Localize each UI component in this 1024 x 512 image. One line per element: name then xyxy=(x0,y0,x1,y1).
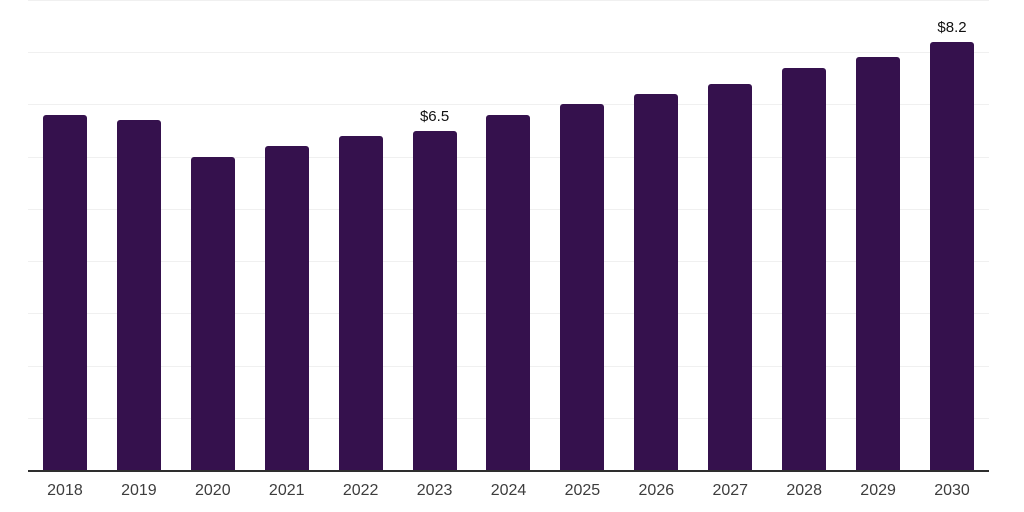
x-tick-2024: 2024 xyxy=(490,482,527,499)
plot-area: $6.5 $8.2 xyxy=(28,0,989,470)
bars-row: $6.5 $8.2 xyxy=(28,0,989,470)
bar-2019 xyxy=(116,120,161,470)
x-tick-2021: 2021 xyxy=(268,482,305,499)
x-tick-2018: 2018 xyxy=(47,482,83,499)
bar-slot-2019 xyxy=(102,0,176,470)
bar-slot-2023: $6.5 xyxy=(398,0,472,470)
bar-2022 xyxy=(338,135,383,470)
bar-2018 xyxy=(42,114,87,470)
bar-slot-2030: $8.2 xyxy=(915,0,989,470)
bar-2026 xyxy=(634,94,679,470)
bar-2028 xyxy=(782,67,827,470)
x-tick-2028: 2028 xyxy=(786,482,822,499)
x-tick-2020: 2020 xyxy=(195,482,231,499)
bar-slot-2027 xyxy=(693,0,767,470)
bar-slot-2018 xyxy=(28,0,102,470)
bar-2023 xyxy=(412,130,457,470)
x-tick-2029: 2029 xyxy=(860,482,896,499)
x-axis-line xyxy=(28,470,989,472)
x-tick-2022: 2022 xyxy=(342,482,379,499)
value-label-2023: $6.5 xyxy=(419,107,450,125)
bar-2021 xyxy=(264,146,309,470)
value-label-2030: $8.2 xyxy=(937,18,967,36)
bar-2030 xyxy=(930,41,975,470)
bar-2027 xyxy=(708,83,753,470)
bar-slot-2022 xyxy=(324,0,398,470)
x-tick-2025: 2025 xyxy=(564,482,601,499)
gridline-9 xyxy=(28,0,989,1)
bar-2024 xyxy=(486,114,531,470)
bar-slot-2029 xyxy=(841,0,915,470)
x-tick-2019: 2019 xyxy=(121,482,157,499)
bar-slot-2028 xyxy=(767,0,841,470)
bar-slot-2025 xyxy=(545,0,619,470)
bar-slot-2024 xyxy=(472,0,546,470)
gridline-7 xyxy=(28,104,989,106)
x-tick-2026: 2026 xyxy=(638,482,675,499)
bar-2029 xyxy=(856,57,901,470)
x-tick-2030: 2030 xyxy=(934,482,970,499)
bar-slot-2021 xyxy=(250,0,324,470)
x-tick-2027: 2027 xyxy=(712,482,749,499)
bar-slot-2026 xyxy=(619,0,693,470)
bar-2025 xyxy=(560,104,605,470)
x-tick-2023: 2023 xyxy=(416,482,453,499)
bar-slot-2020 xyxy=(176,0,250,470)
gridline-8 xyxy=(28,52,989,54)
x-axis-labels: 2018 2019 2020 2021 2022 2023 2024 2025 2026 2027… xyxy=(28,481,989,500)
bar-2020 xyxy=(190,156,235,470)
